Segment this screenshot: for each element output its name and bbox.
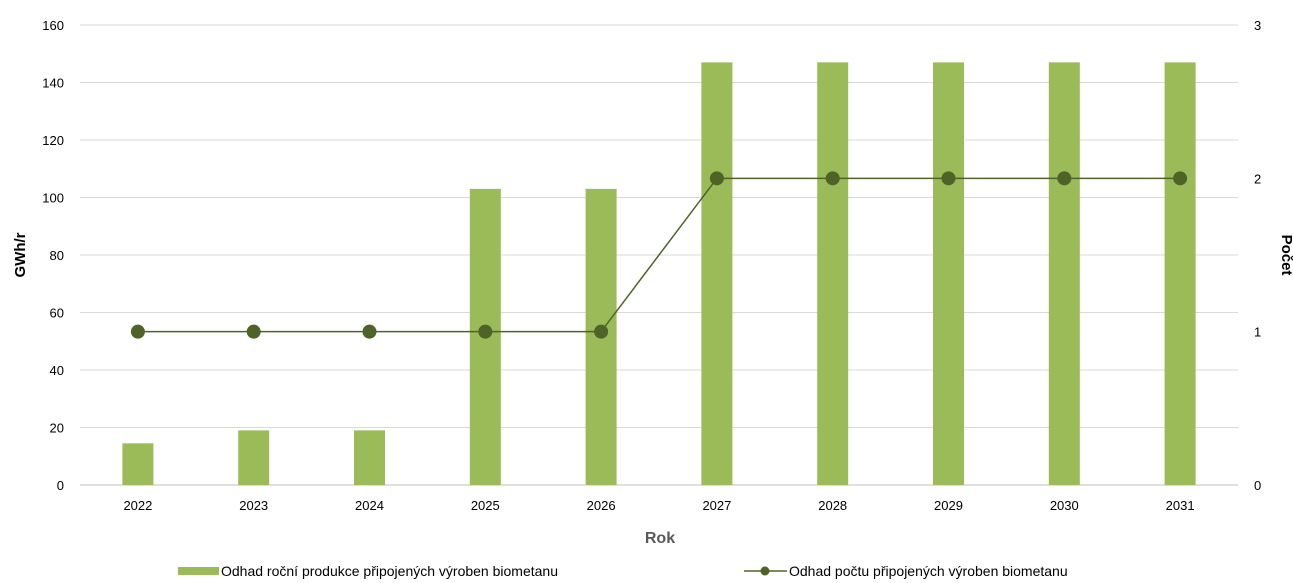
line-point: [246, 324, 261, 339]
y-tick-label: 160: [42, 18, 64, 33]
bar: [1164, 62, 1196, 485]
x-tick-label: 2030: [1050, 498, 1079, 513]
x-tick-label: 2022: [123, 498, 152, 513]
bar: [354, 430, 385, 485]
y2-axis-title: Počet: [1278, 235, 1293, 276]
line-point: [130, 324, 145, 339]
bar: [701, 62, 733, 485]
x-axis-ticks: 2022 2023 2024 2025 2026 2027 2028 2029 2030 2031: [123, 498, 1194, 513]
line-point: [478, 324, 493, 339]
x-tick-label: 2031: [1166, 498, 1195, 513]
x-tick-label: 2025: [471, 498, 500, 513]
y2-tick-label: 1: [1254, 325, 1261, 340]
bar: [122, 443, 154, 485]
line-point: [1173, 171, 1188, 186]
y2-tick-label: 2: [1254, 171, 1261, 186]
bar-series: [122, 62, 1196, 485]
y-tick-label: 80: [50, 248, 64, 263]
line-series: [130, 171, 1188, 339]
y-tick-label: 20: [50, 421, 64, 436]
legend: Odhad roční produkce připojených výroben…: [178, 563, 1068, 579]
y2-axis-ticks: 0 1 2 3: [1254, 18, 1261, 493]
y-tick-label: 140: [42, 76, 64, 91]
line-point: [825, 171, 840, 186]
x-tick-label: 2029: [934, 498, 963, 513]
x-tick-label: 2023: [239, 498, 268, 513]
x-tick-label: 2024: [355, 498, 384, 513]
bar: [1048, 62, 1080, 485]
y-axis-title: GWh/r: [12, 232, 29, 277]
line-point: [941, 171, 956, 186]
x-axis-title: Rok: [645, 530, 675, 547]
y2-tick-label: 3: [1254, 18, 1261, 33]
y2-tick-label: 0: [1254, 478, 1261, 493]
y-tick-label: 120: [42, 133, 64, 148]
y-tick-label: 60: [50, 306, 64, 321]
series-line: [137, 177, 1181, 333]
line-point: [709, 171, 724, 186]
bar: [933, 62, 964, 485]
x-tick-label: 2027: [702, 498, 731, 513]
line-point: [362, 324, 377, 339]
line-point: [594, 324, 609, 339]
bar: [238, 430, 270, 485]
bar: [817, 62, 849, 485]
line-point: [1057, 171, 1072, 186]
legend-bar-swatch: [178, 567, 219, 575]
x-tick-label: 2026: [587, 498, 616, 513]
legend-line-label: Odhad počtu připojených výroben biometan…: [789, 563, 1068, 579]
x-tick-label: 2028: [818, 498, 847, 513]
y-tick-label: 100: [42, 191, 64, 206]
legend-bar-label: Odhad roční produkce připojených výroben…: [221, 563, 558, 579]
y-tick-label: 0: [57, 478, 64, 493]
y-tick-label: 40: [50, 363, 64, 378]
y-axis-ticks: 0 20 40 60 80 100 120 140 160: [42, 18, 64, 493]
legend-line-marker: [760, 566, 770, 576]
